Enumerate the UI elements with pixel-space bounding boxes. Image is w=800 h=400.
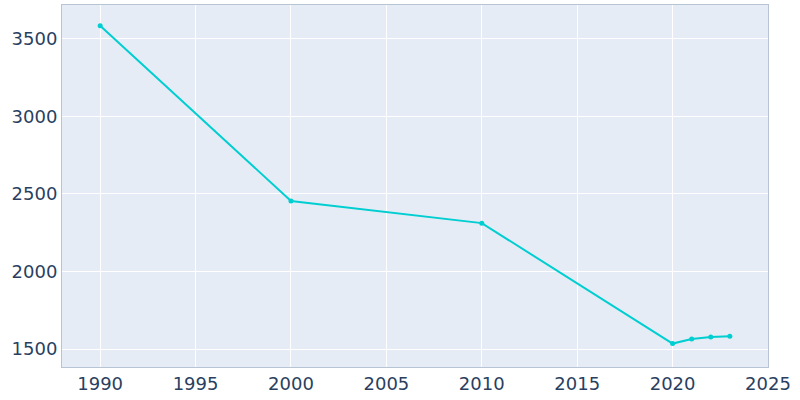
svg-text:2015: 2015: [554, 373, 600, 394]
svg-text:1990: 1990: [77, 373, 123, 394]
svg-text:2025: 2025: [745, 373, 791, 394]
svg-text:3000: 3000: [12, 106, 58, 127]
svg-text:2500: 2500: [12, 183, 58, 204]
svg-text:3500: 3500: [12, 28, 58, 49]
svg-text:1500: 1500: [12, 338, 58, 359]
svg-text:2000: 2000: [12, 261, 58, 282]
svg-text:1995: 1995: [173, 373, 219, 394]
svg-text:2020: 2020: [650, 373, 696, 394]
svg-text:2000: 2000: [268, 373, 314, 394]
svg-text:2005: 2005: [363, 373, 409, 394]
svg-text:2010: 2010: [459, 373, 505, 394]
